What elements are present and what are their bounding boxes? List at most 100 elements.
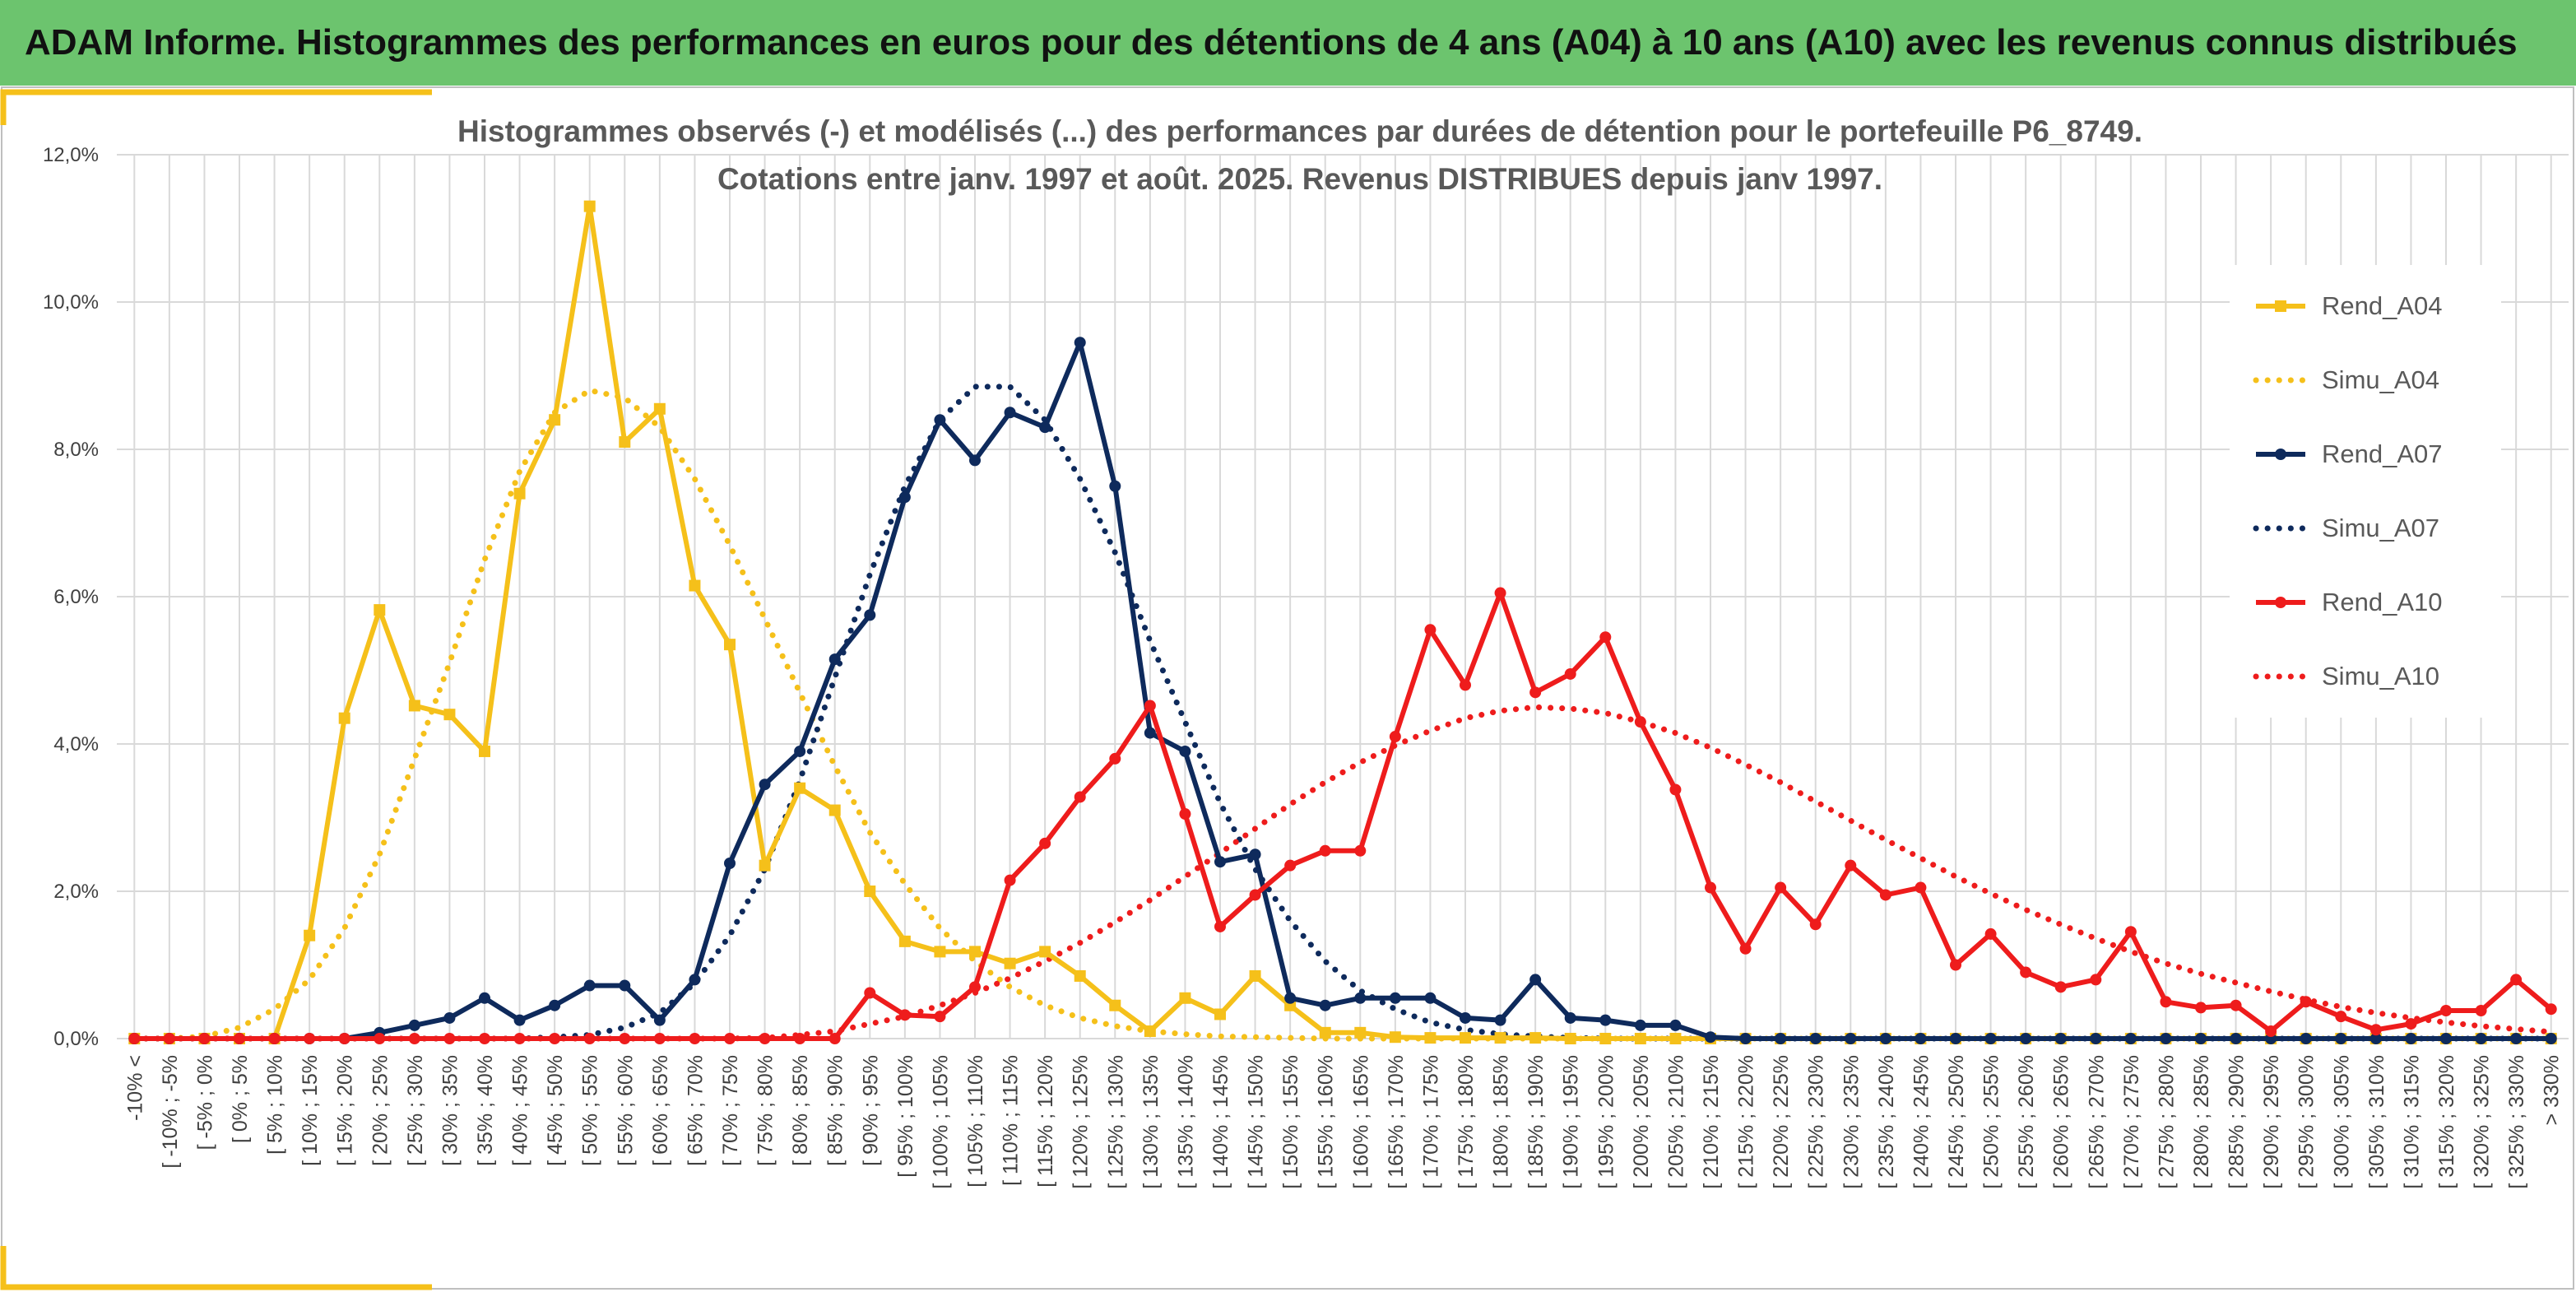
data-point-rend-a10 [724,1033,736,1044]
x-tick-label: [ 280% ; 285% [2190,1055,2213,1189]
data-point-rend-a04 [1074,969,1086,982]
data-point-rend-a10 [198,1033,211,1044]
x-tick-label: [ 220% ; 225% [1770,1055,1793,1189]
x-tick-label: [ 275% ; 280% [2155,1055,2178,1189]
data-point-rend-a07 [2335,1033,2347,1044]
data-point-rend-a07 [1144,727,1156,739]
x-tick-label: [ 115% ; 120% [1034,1055,1057,1188]
data-point-rend-a07 [653,1014,666,1026]
data-point-rend-a10 [443,1033,456,1044]
x-tick-label: [ 290% ; 295% [2260,1055,2283,1189]
x-tick-label: [ 105% ; 110% [964,1055,987,1188]
data-point-rend-a07 [513,1014,526,1026]
data-point-rend-a04 [1179,992,1191,1004]
data-point-rend-a04 [934,946,946,958]
data-point-rend-a07 [408,1019,420,1031]
data-point-rend-a07 [2510,1033,2523,1044]
x-tick-label: [ 245% ; 250% [1945,1055,1968,1189]
data-point-rend-a10 [1214,920,1226,932]
data-point-rend-a07 [1179,745,1191,757]
data-point-rend-a07 [1424,992,1437,1004]
x-tick-label: [ 60% ; 65% [649,1055,672,1166]
x-tick-label: [ 110% ; 115% [1000,1055,1023,1186]
data-point-rend-a04 [374,604,386,616]
data-point-rend-a10 [1424,624,1437,636]
data-point-rend-a04 [549,414,561,426]
data-point-rend-a10 [2124,926,2137,938]
x-tick-label: [ 250% ; 255% [1980,1055,2003,1189]
data-point-rend-a04 [1634,1033,1646,1044]
data-point-rend-a10 [374,1033,386,1044]
x-tick-label: [ 155% ; 160% [1315,1055,1338,1189]
data-point-rend-a10 [1460,679,1471,691]
x-tick-label: [ 295% ; 300% [2295,1055,2318,1189]
data-point-rend-a07 [2230,1033,2242,1044]
data-point-rend-a10 [1809,918,1822,931]
series-line-rend-a04 [134,203,2551,1041]
y-tick-label: 4,0% [53,733,99,755]
x-tick-label: [ 40% ; 45% [509,1055,532,1166]
data-point-rend-a07 [1319,999,1331,1011]
header-banner: ADAM Informe. Histogrammes des performan… [0,0,2576,86]
data-point-rend-a04 [1564,1033,1576,1044]
data-point-rend-a07 [1564,1011,1576,1024]
x-tick-label: [ 70% ; 75% [719,1055,742,1166]
y-tick-label: 6,0% [53,586,99,608]
data-point-rend-a07 [1950,1033,1961,1044]
data-point-rend-a10 [1039,837,1051,849]
data-point-rend-a04 [304,929,316,941]
x-tick-label: [ 235% ; 240% [1875,1055,1898,1189]
data-point-rend-a10 [2195,1002,2207,1014]
x-tick-label: [ 310% ; 315% [2400,1055,2423,1189]
data-point-rend-a10 [549,1033,561,1044]
data-point-rend-a10 [1705,881,1716,894]
data-point-rend-a04 [653,402,666,415]
data-point-rend-a10 [304,1033,316,1044]
data-point-rend-a10 [898,1009,911,1021]
data-point-rend-a10 [408,1033,420,1044]
data-point-rend-a04 [794,782,806,794]
x-tick-label: [ 175% ; 180% [1455,1055,1478,1189]
data-point-rend-a04 [408,700,420,712]
legend-label-rend-a07: Rend_A07 [2322,439,2443,468]
data-point-rend-a10 [1739,942,1752,955]
data-point-rend-a07 [1529,974,1542,986]
legend-label-simu-a10: Simu_A10 [2322,662,2439,690]
x-tick-label: [ 145% ; 150% [1245,1055,1268,1189]
data-point-rend-a04 [1354,1026,1367,1039]
x-tick-label: [ 170% ; 175% [1419,1055,1442,1189]
data-point-rend-a07 [1249,848,1261,861]
data-point-rend-a10 [1354,844,1367,857]
x-tick-label: [ 260% ; 265% [2050,1055,2073,1189]
data-point-rend-a07 [2545,1033,2557,1044]
data-point-rend-a10 [479,1033,490,1044]
data-point-rend-a07 [1915,1033,1927,1044]
data-point-rend-a04 [1599,1033,1612,1044]
data-point-rend-a10 [2440,1004,2452,1016]
data-point-rend-a10 [2265,1025,2277,1038]
x-tick-label: -10% < [123,1055,146,1121]
data-point-rend-a10 [1984,927,1997,940]
x-tick-label: [ 75% ; 80% [754,1055,777,1166]
data-point-rend-a04 [1249,969,1261,982]
x-tick-label: [ 85% ; 90% [824,1055,847,1166]
data-point-rend-a07 [1004,407,1016,419]
chart-frame [1,86,2574,1290]
x-tick-label: [ 20% ; 25% [369,1055,392,1166]
x-tick-label: [ 0% ; 5% [229,1055,252,1143]
data-point-rend-a10 [1074,791,1086,803]
frame-accent-bottom [0,1246,432,1290]
data-point-rend-a04 [864,886,876,897]
data-point-rend-a04 [1460,1032,1471,1044]
x-tick-label: [ 270% ; 275% [2120,1055,2143,1189]
data-point-rend-a04 [479,745,490,757]
page-title: ADAM Informe. Histogrammes des performan… [25,22,2518,63]
x-tick-label: > 330% [2541,1055,2564,1126]
x-tick-label: [ 45% ; 50% [544,1055,567,1166]
data-point-rend-a07 [2440,1033,2452,1044]
data-point-rend-a10 [338,1033,350,1044]
data-point-rend-a07 [689,974,701,986]
data-point-rend-a10 [969,981,981,993]
data-point-rend-a10 [234,1033,245,1044]
data-point-rend-a07 [2020,1033,2032,1044]
